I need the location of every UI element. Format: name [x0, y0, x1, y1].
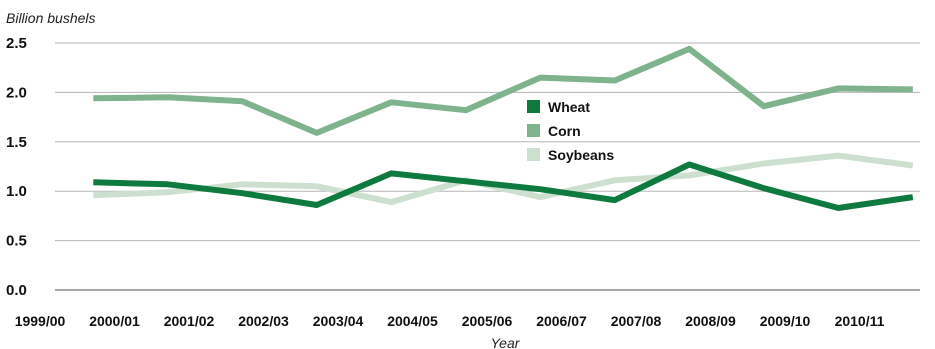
x-axis-ticks: 1999/00 2000/01 2001/02 2002/03 2003/04 2004/… [15, 313, 885, 329]
x-tick-label: 2001/02 [164, 313, 215, 329]
x-tick-label: 2000/01 [89, 313, 140, 329]
legend-swatch-wheat [527, 100, 540, 113]
y-axis-ticks: 0.0 0.5 1.0 1.5 2.0 2.5 [6, 35, 27, 299]
series-corn [93, 49, 913, 133]
x-tick-label: 2010/11 [835, 313, 885, 329]
legend-swatch-soybeans [527, 148, 540, 161]
legend-label-corn: Corn [548, 123, 581, 139]
x-tick-label: 2007/08 [611, 313, 662, 329]
y-tick-label: 2.5 [6, 35, 27, 52]
y-tick-label: 0.0 [6, 282, 27, 299]
legend: Wheat Corn Soybeans [527, 99, 614, 163]
series-lines [93, 49, 913, 208]
y-tick-label: 0.5 [6, 233, 27, 250]
y-tick-label: 1.5 [6, 134, 27, 151]
y-unit-label: Billion bushels [6, 10, 96, 26]
x-tick-label: 2003/04 [313, 313, 364, 329]
x-tick-label: 2006/07 [536, 313, 587, 329]
gridlines [55, 43, 920, 290]
x-tick-label: 2008/09 [685, 313, 736, 329]
legend-swatch-corn [527, 124, 540, 137]
x-tick-label: 2005/06 [462, 313, 513, 329]
x-tick-label: 2004/05 [387, 313, 438, 329]
x-tick-label: 2009/10 [760, 313, 811, 329]
x-axis-label: Year [491, 335, 521, 349]
y-tick-label: 2.0 [6, 84, 27, 101]
x-tick-label: 2002/03 [238, 313, 289, 329]
legend-label-soybeans: Soybeans [548, 147, 614, 163]
y-tick-label: 1.0 [6, 183, 27, 200]
series-line-corn [93, 49, 913, 133]
legend-label-wheat: Wheat [548, 99, 590, 115]
x-tick-label: 1999/00 [15, 313, 66, 329]
